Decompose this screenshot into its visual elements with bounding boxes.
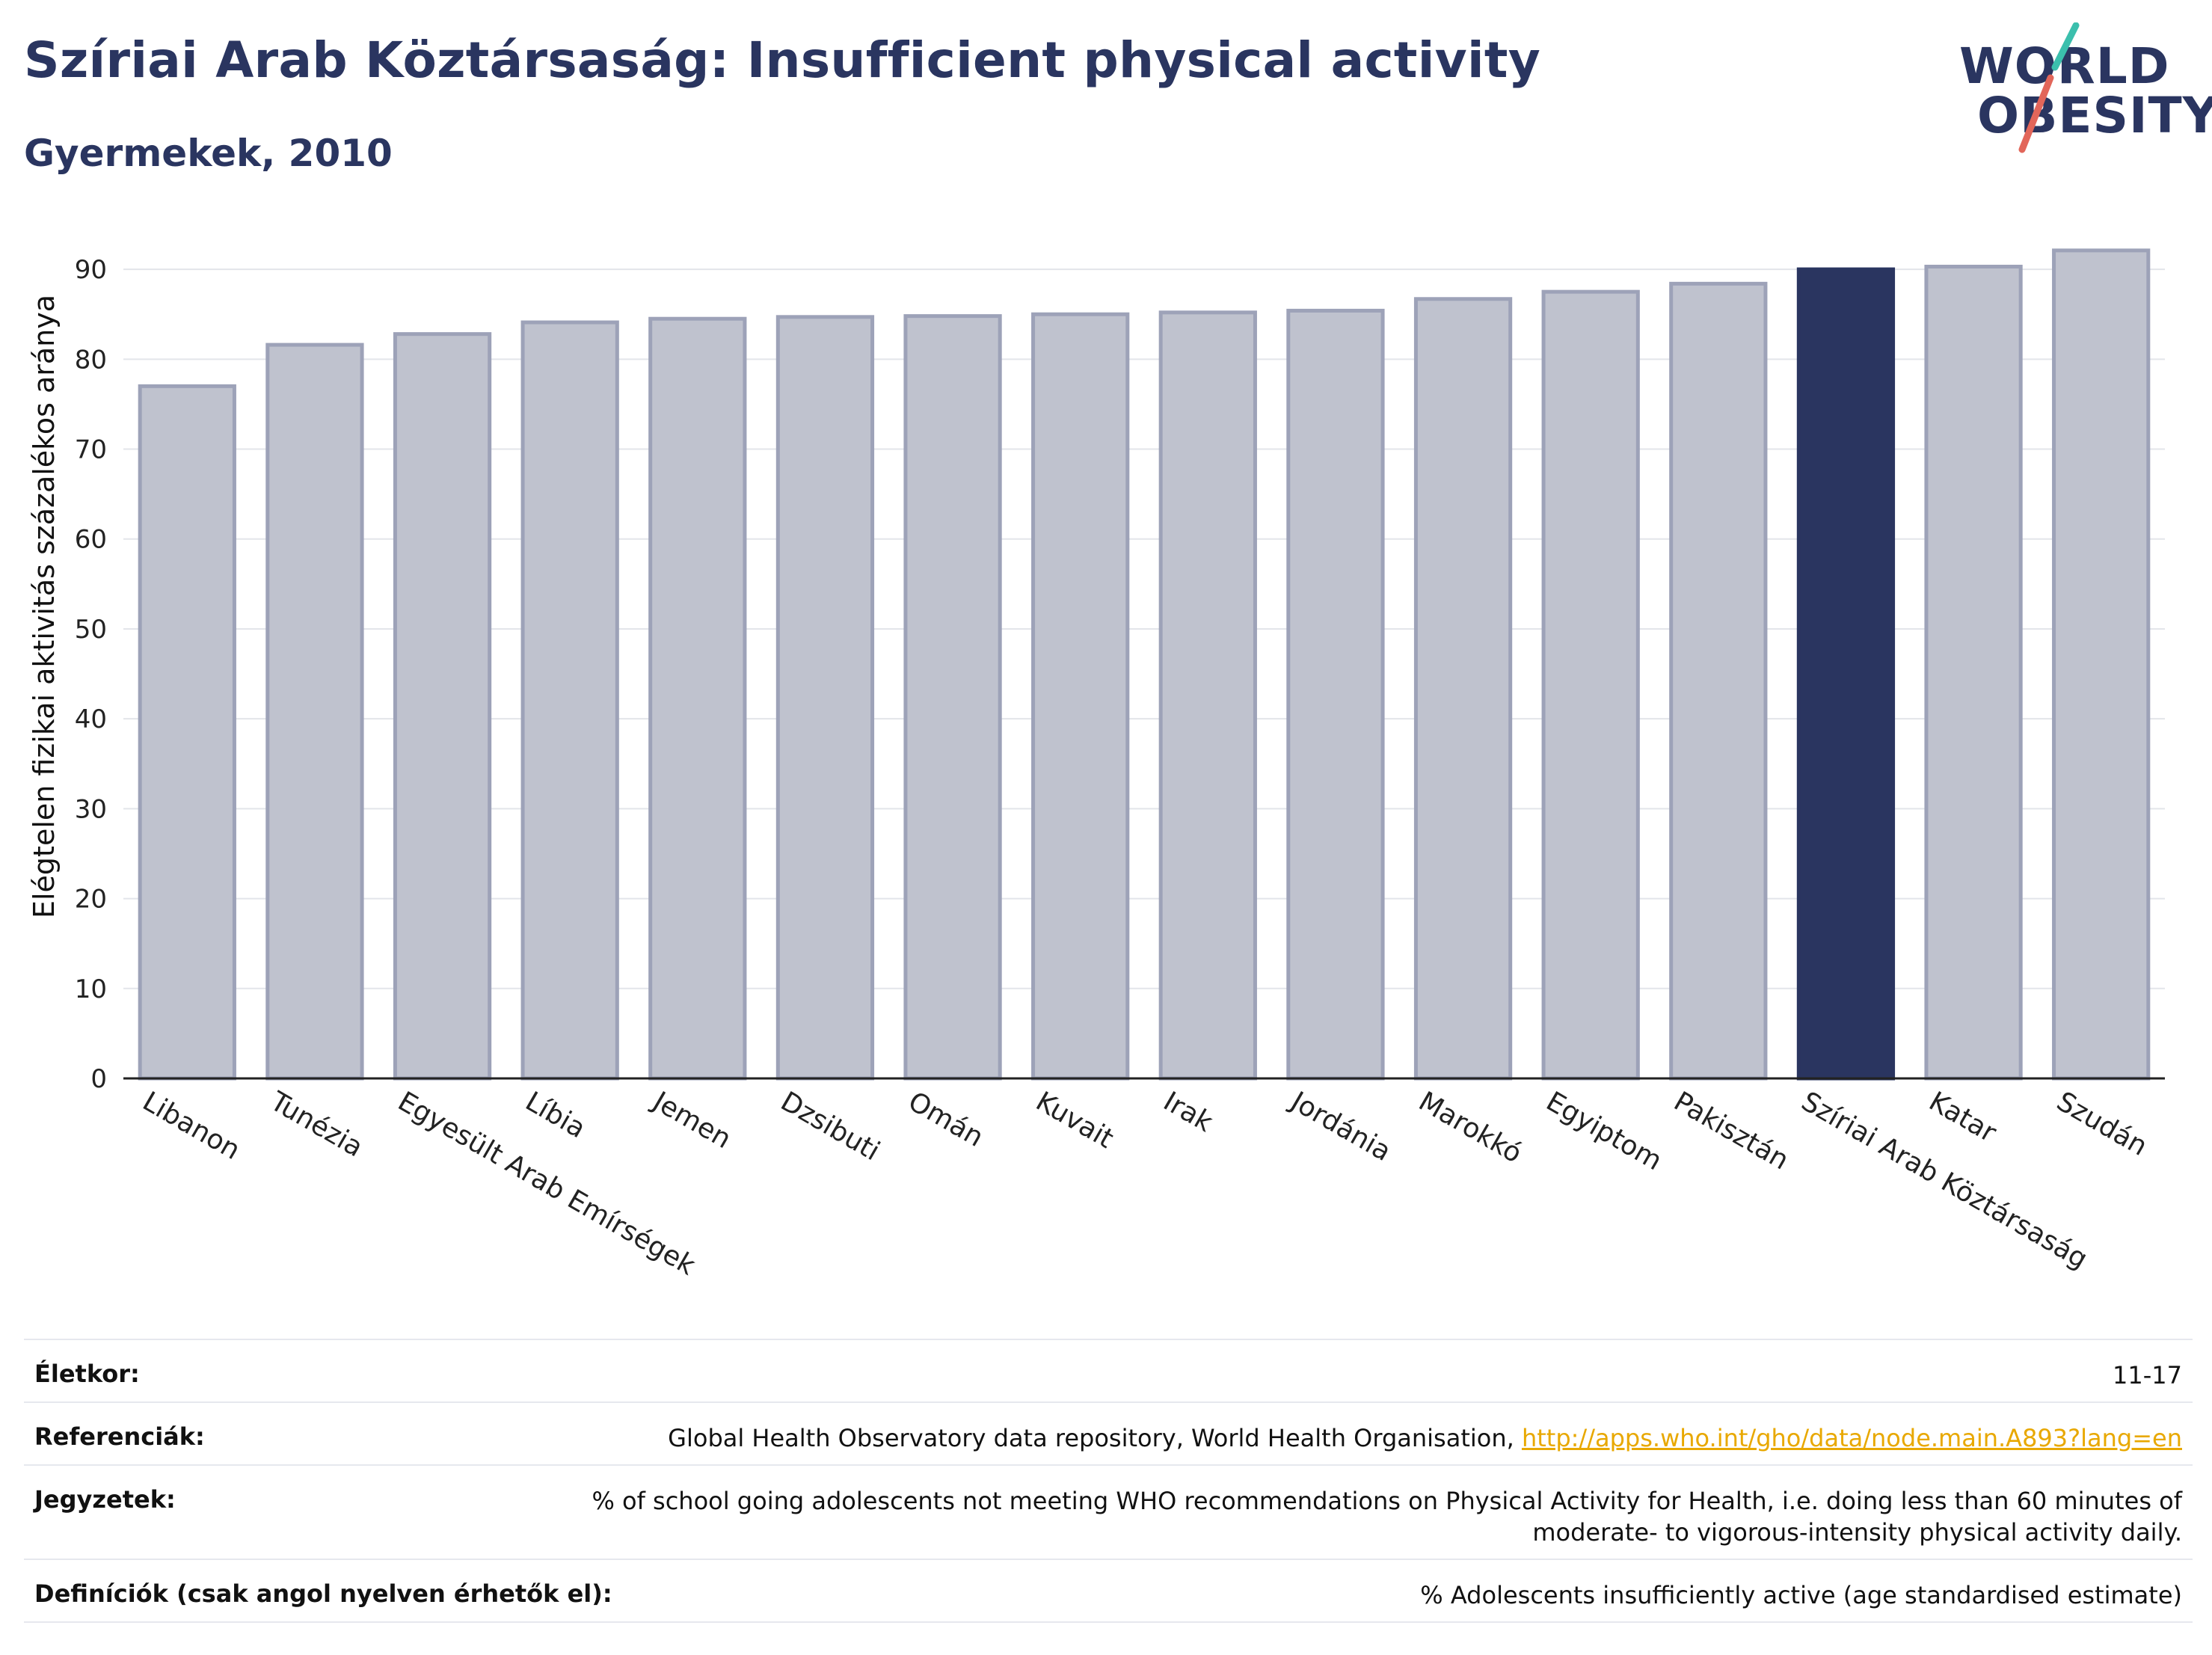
y-tick-label: 40 — [75, 704, 107, 734]
footer-label: Életkor: — [34, 1360, 140, 1388]
footer-table: Életkor: 11-17 Referenciák: Global Healt… — [24, 1339, 2193, 1623]
footer-row-age: Életkor: 11-17 — [24, 1339, 2193, 1401]
footer-value: % of school going adolescents not meetin… — [592, 1487, 2182, 1547]
y-tick-label: 10 — [75, 974, 107, 1004]
logo-slash-icon — [2018, 22, 2080, 153]
y-tick-label: 60 — [75, 525, 107, 555]
x-tick-label: Dzsibuti — [775, 1086, 885, 1167]
footer-row-references: Referenciák: Global Health Observatory d… — [24, 1401, 2193, 1464]
reference-link[interactable]: http://apps.who.int/gho/data/node.main.A… — [1521, 1424, 2182, 1452]
bar — [393, 332, 492, 1081]
bar — [1031, 312, 1130, 1081]
bar — [520, 320, 619, 1081]
x-tick-label: Libanon — [138, 1086, 245, 1166]
bar — [1286, 308, 1385, 1081]
bar — [903, 314, 1002, 1081]
bar — [1413, 297, 1513, 1081]
footer-row-notes: Jegyzetek: % of school going adolescents… — [24, 1464, 2193, 1559]
footer-label: Definíciók (csak angol nyelven érhetők e… — [34, 1579, 612, 1608]
footer-row-definitions: Definíciók (csak angol nyelven érhetők e… — [24, 1559, 2193, 1623]
y-tick-label: 80 — [75, 345, 107, 375]
logo-line-2: OBESITY — [1977, 87, 2212, 144]
bar — [1669, 281, 1768, 1081]
y-tick-label: 0 — [90, 1064, 107, 1094]
footer-value: % Adolescents insufficiently active (age… — [1420, 1581, 2182, 1609]
x-tick-label: Omán — [903, 1086, 989, 1153]
footer-value: Global Health Observatory data repositor… — [668, 1422, 2182, 1454]
chart-subtitle: Gyermekek, 2010 — [24, 132, 393, 175]
x-tick-label: Szudán — [2051, 1086, 2152, 1162]
x-tick-label: Líbia — [520, 1086, 591, 1144]
x-tick-label: Jemen — [647, 1085, 737, 1155]
x-tick-label: Marokkó — [1413, 1086, 1527, 1169]
footer-label: Referenciák: — [34, 1422, 205, 1451]
x-tick-label: Egyiptom — [1541, 1086, 1668, 1176]
y-tick-label: 20 — [75, 885, 107, 915]
bar — [138, 384, 236, 1081]
y-axis-label: Elégtelen fizikai aktivitás százalékos a… — [28, 295, 61, 918]
y-tick-label: 90 — [75, 255, 107, 285]
footer-label: Jegyzetek: — [34, 1485, 176, 1514]
y-tick-label: 30 — [75, 794, 107, 824]
y-tick-label: 50 — [75, 615, 107, 645]
reference-text: Global Health Observatory data repositor… — [668, 1424, 1522, 1452]
chart-title: Szíriai Arab Köztársaság: Insufficient p… — [24, 31, 1541, 89]
x-tick-label: Tunézia — [265, 1086, 369, 1164]
bar — [1541, 289, 1640, 1081]
x-tick-label: Jordánia — [1285, 1085, 1396, 1167]
bar — [1796, 267, 1896, 1081]
bar — [648, 316, 747, 1081]
footer-value: 11-17 — [2113, 1361, 2182, 1390]
x-tick-label: Kuvait — [1030, 1086, 1119, 1155]
world-obesity-logo: WORLD OBESITY — [1944, 22, 2212, 157]
x-tick-label: Katar — [1924, 1086, 2002, 1149]
x-tick-label: Pakisztán — [1668, 1086, 1793, 1176]
y-tick-label: 70 — [75, 435, 107, 465]
bar — [265, 343, 364, 1081]
bar — [1158, 310, 1257, 1081]
bar — [775, 315, 875, 1081]
bar — [1924, 264, 2023, 1081]
x-tick-label: Irak — [1158, 1086, 1218, 1138]
bar — [2052, 248, 2151, 1081]
